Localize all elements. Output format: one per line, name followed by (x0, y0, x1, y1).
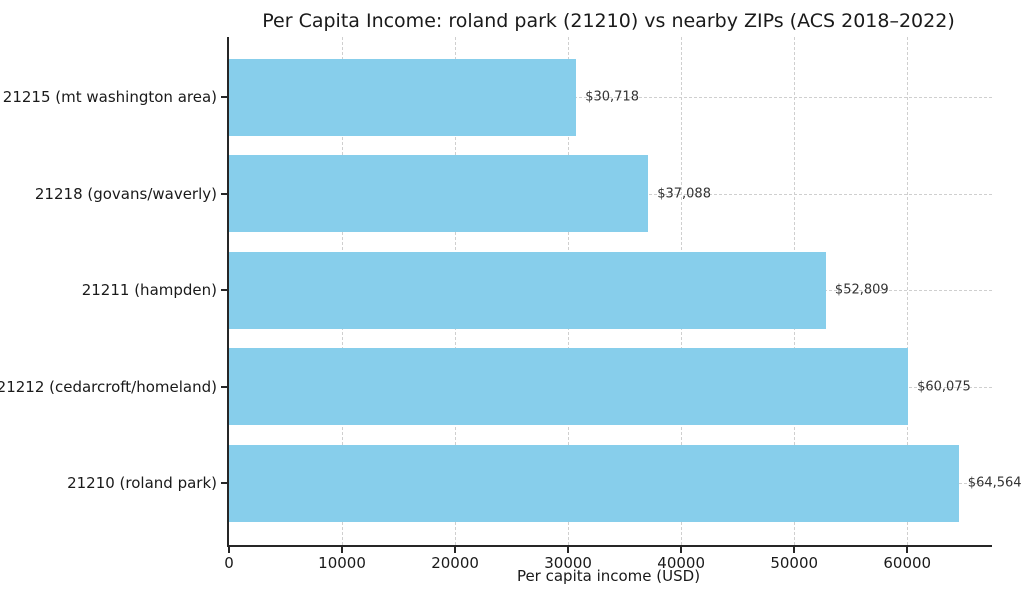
x-tick-label: 10000 (318, 554, 366, 572)
bar-value-label: $52,809 (834, 282, 889, 298)
x-tick-label: 30000 (544, 554, 592, 572)
chart-title: Per Capita Income: roland park (21210) v… (262, 10, 955, 32)
x-tick-label: 60000 (883, 554, 932, 572)
bar (229, 155, 649, 232)
x-tick-mark (680, 547, 683, 553)
y-tick-mark (221, 385, 227, 388)
x-tick-label: 0 (224, 554, 234, 572)
x-tick-mark (228, 547, 230, 553)
x-tick-mark (906, 547, 909, 553)
y-tick-mark (221, 96, 227, 98)
y-tick-label: 21212 (cedarcroft/homeland) (0, 377, 217, 396)
y-tick-label: 21210 (roland park) (67, 474, 217, 492)
x-tick-label: 50000 (770, 554, 819, 572)
y-tick-mark (221, 482, 227, 484)
x-tick-label: 40000 (657, 554, 705, 572)
bar-value-label: $37,088 (657, 186, 711, 201)
y-tick-mark (221, 289, 227, 291)
bar-value-label: $64,564 (967, 475, 1022, 491)
bar (229, 348, 909, 425)
bar (229, 444, 959, 522)
x-axis-label: Per capita income (USD) (516, 567, 701, 585)
x-tick-mark (567, 547, 570, 553)
x-tick-mark (454, 547, 457, 553)
y-tick-mark (221, 192, 227, 195)
bar-value-label: $30,718 (585, 89, 639, 105)
bar-value-label: $60,075 (917, 379, 971, 394)
y-gridline (229, 97, 992, 98)
x-tick-label: 20000 (431, 554, 479, 572)
plot-area: 0 10000 20000 30000 40000 50000 60000 $30,718 21… (0, 37, 1022, 572)
y-tick-label: 21215 (mt washington area) (2, 88, 217, 106)
y-tick-label: 21218 (govans/waverly) (34, 184, 217, 203)
bar (229, 251, 826, 329)
x-tick-mark (793, 547, 796, 553)
x-gridline (907, 37, 909, 545)
y-tick-label: 21211 (hampden) (81, 281, 217, 299)
bar (229, 58, 577, 136)
x-tick-mark (341, 547, 344, 553)
